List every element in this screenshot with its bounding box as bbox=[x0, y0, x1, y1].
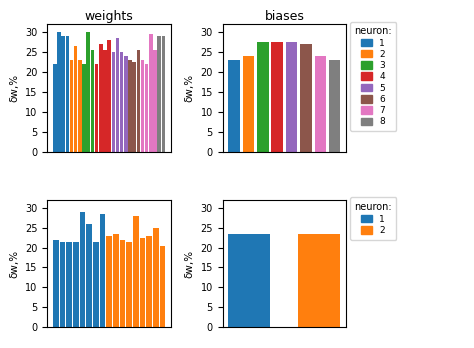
Title: weights: weights bbox=[85, 10, 134, 23]
Bar bbox=[60, 242, 65, 327]
Bar bbox=[128, 60, 132, 152]
Bar bbox=[162, 36, 165, 152]
Bar bbox=[141, 60, 144, 152]
Bar bbox=[80, 212, 85, 327]
Y-axis label: δw,%: δw,% bbox=[185, 250, 195, 278]
Bar bbox=[99, 44, 102, 152]
Bar bbox=[153, 228, 158, 327]
Bar bbox=[86, 32, 90, 152]
Bar bbox=[300, 44, 311, 152]
Bar bbox=[133, 216, 138, 327]
Bar bbox=[139, 238, 145, 327]
Bar bbox=[149, 34, 153, 152]
Bar bbox=[228, 60, 240, 152]
Bar bbox=[82, 64, 86, 152]
Bar bbox=[113, 234, 118, 327]
Bar bbox=[257, 42, 268, 152]
Y-axis label: δw,%: δw,% bbox=[185, 74, 195, 102]
Bar bbox=[93, 242, 99, 327]
Bar bbox=[103, 50, 107, 152]
Bar bbox=[160, 246, 165, 327]
Bar bbox=[145, 64, 148, 152]
Bar bbox=[315, 56, 326, 152]
Bar bbox=[243, 56, 254, 152]
Bar bbox=[78, 60, 82, 152]
Bar bbox=[132, 62, 136, 152]
Bar bbox=[126, 242, 132, 327]
Bar bbox=[61, 36, 65, 152]
Bar bbox=[298, 234, 340, 327]
Bar bbox=[272, 42, 283, 152]
Bar bbox=[157, 36, 161, 152]
Bar bbox=[70, 60, 73, 152]
Bar bbox=[74, 46, 77, 152]
Bar bbox=[107, 40, 111, 152]
Bar bbox=[53, 240, 59, 327]
Legend: 1, 2: 1, 2 bbox=[350, 197, 396, 240]
Bar bbox=[65, 36, 69, 152]
Bar bbox=[146, 236, 152, 327]
Bar bbox=[116, 38, 119, 152]
Bar bbox=[119, 240, 125, 327]
Bar bbox=[111, 52, 115, 152]
Bar bbox=[137, 50, 140, 152]
Title: biases: biases bbox=[264, 10, 304, 23]
Bar bbox=[53, 64, 56, 152]
Bar bbox=[73, 242, 79, 327]
Bar bbox=[86, 224, 92, 327]
Bar bbox=[95, 64, 98, 152]
Bar bbox=[91, 50, 94, 152]
Bar bbox=[286, 42, 297, 152]
Bar bbox=[329, 60, 340, 152]
Bar bbox=[57, 32, 61, 152]
Bar bbox=[124, 56, 128, 152]
Bar bbox=[153, 50, 157, 152]
Bar bbox=[120, 52, 123, 152]
Bar bbox=[228, 234, 270, 327]
Y-axis label: δw,%: δw,% bbox=[9, 250, 19, 278]
Bar bbox=[106, 236, 112, 327]
Bar bbox=[100, 214, 105, 327]
Y-axis label: δw,%: δw,% bbox=[9, 74, 19, 102]
Bar bbox=[66, 242, 72, 327]
Legend: 1, 2, 3, 4, 5, 6, 7, 8: 1, 2, 3, 4, 5, 6, 7, 8 bbox=[350, 22, 396, 131]
